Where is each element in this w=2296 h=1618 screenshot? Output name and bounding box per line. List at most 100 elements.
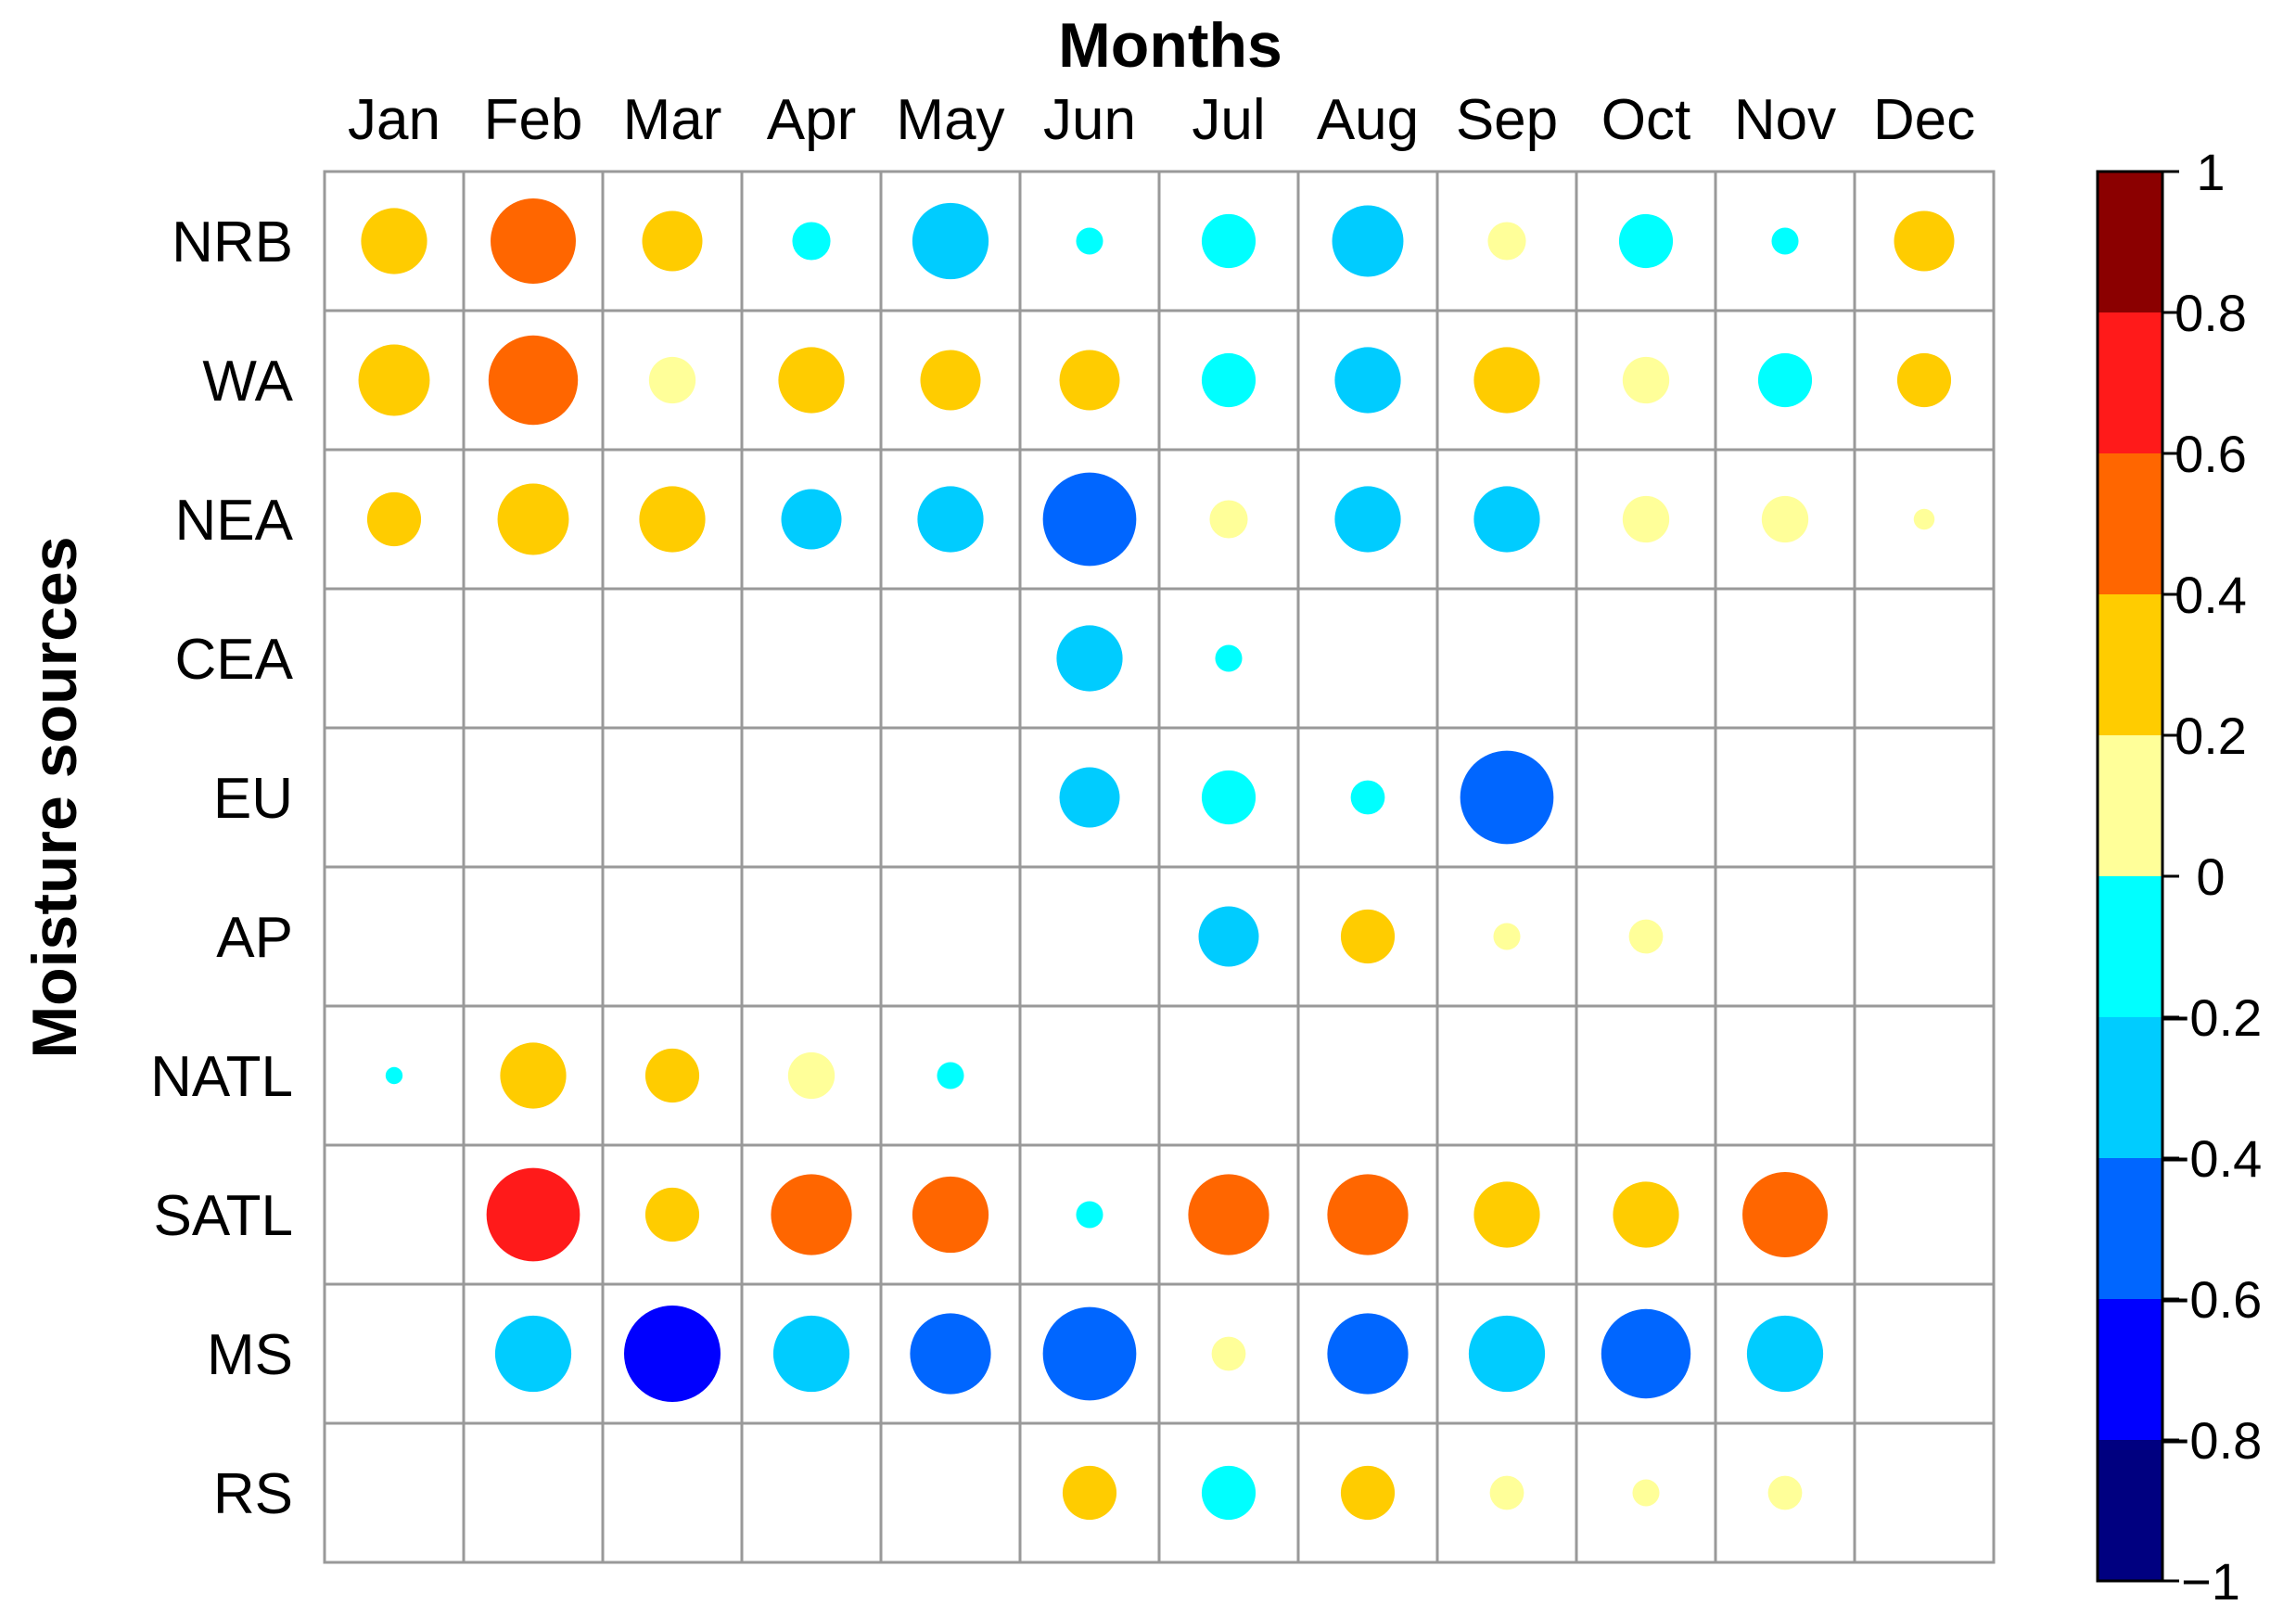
colorbar-tick-label: 0.2 [2175, 707, 2247, 765]
data-circle [1201, 1465, 1256, 1521]
month-label: May [896, 88, 1004, 152]
colorbar-tick-label: −0.8 [2160, 1411, 2263, 1470]
data-circle [1198, 906, 1259, 967]
colorbar-segment [2098, 735, 2162, 876]
colorbar-tick-label: −0.2 [2160, 988, 2263, 1047]
data-circle [1059, 767, 1120, 828]
data-circle [1894, 210, 1955, 272]
data-circle [1211, 1336, 1246, 1371]
data-circle [1913, 508, 1935, 530]
data-circles [358, 198, 1955, 1521]
data-circle [1622, 356, 1670, 404]
source-label: EU [213, 767, 293, 831]
colorbar-tick-label: 0.6 [2175, 425, 2247, 483]
data-circle [385, 1066, 403, 1085]
colorbar-tick-label: −1 [2181, 1552, 2240, 1611]
data-circle [1473, 347, 1540, 414]
data-circle [1761, 495, 1809, 543]
data-circle [1771, 227, 1799, 255]
data-circle [1327, 1174, 1409, 1255]
data-circle [778, 347, 845, 414]
colorbar-tick-label: 0.4 [2175, 566, 2247, 624]
data-circle [1201, 770, 1256, 825]
data-circle [1334, 347, 1401, 414]
month-label: Jul [1192, 88, 1265, 152]
data-circle [1618, 213, 1674, 269]
month-label: Feb [484, 88, 583, 152]
source-label: MS [207, 1323, 293, 1387]
colorbar-segment [2098, 1299, 2162, 1440]
data-circle [1201, 213, 1256, 269]
data-circle [644, 1187, 700, 1242]
data-circle [1487, 222, 1526, 261]
data-circle [920, 350, 981, 411]
data-circle [912, 202, 989, 280]
colorbar-tick-label: 0 [2196, 847, 2225, 906]
data-circle [1332, 205, 1404, 277]
data-circle [792, 222, 831, 261]
source-label: CEA [175, 628, 294, 692]
data-circle [1042, 472, 1137, 567]
data-circle [1062, 1465, 1117, 1521]
colorbar-segment [2098, 594, 2162, 735]
data-circle [1493, 923, 1521, 950]
month-label: Jan [348, 88, 440, 152]
month-label: Nov [1734, 88, 1836, 152]
data-circle [1767, 1475, 1803, 1510]
data-circle [1489, 1475, 1524, 1510]
data-circle [1209, 500, 1248, 539]
data-circle [491, 198, 576, 284]
data-circle [1601, 1308, 1691, 1399]
month-label: Apr [767, 88, 856, 152]
data-circle [1042, 1306, 1137, 1401]
data-circle [1746, 1315, 1824, 1393]
colorbar-segment [2098, 453, 2162, 594]
month-labels: Jan Feb Mar Apr May Jun Jul Aug Sep Oct Nov Dec [348, 88, 1975, 152]
data-circle [1215, 644, 1243, 672]
data-circle [1632, 1479, 1660, 1507]
source-label: SATL [154, 1184, 293, 1248]
data-circle [787, 1051, 835, 1100]
data-circle [917, 486, 984, 553]
data-circle [772, 1315, 850, 1393]
source-label: WA [202, 350, 293, 414]
data-circle [648, 356, 696, 404]
data-circle [937, 1062, 964, 1089]
data-circle [486, 1167, 580, 1262]
colorbar-tick-label: 1 [2196, 143, 2225, 201]
data-circle [912, 1176, 989, 1254]
data-circle [1076, 227, 1103, 255]
source-label: AP [216, 906, 293, 970]
colorbar-segment [2098, 876, 2162, 1017]
data-circle [1628, 919, 1664, 954]
source-label: NEA [175, 489, 294, 553]
data-circle [1742, 1172, 1828, 1257]
colorbar-segment [2098, 1440, 2162, 1581]
source-label: NRB [172, 210, 293, 274]
colorbar: 1 0.8 0.6 0.4 0.2 0 −0.2 −0.4 −0.6 −0.8 −1 [2096, 143, 2263, 1611]
source-labels: NRB WA NEA CEA EU AP NATL SATL MS RS [150, 210, 294, 1526]
colorbar-tick-label: 0.8 [2175, 284, 2247, 342]
data-circle [1613, 1181, 1679, 1248]
data-circle [361, 208, 427, 274]
source-label: RS [213, 1462, 293, 1526]
data-circle [1059, 350, 1120, 411]
data-circle [494, 1315, 572, 1393]
data-circle [1201, 352, 1256, 408]
data-circle [1076, 1201, 1103, 1229]
data-circle [910, 1313, 991, 1395]
data-circle [1350, 780, 1385, 815]
source-label: NATL [150, 1045, 293, 1109]
data-circle [1056, 625, 1123, 692]
colorbar-segment [2098, 1158, 2162, 1299]
data-circle [1460, 750, 1554, 845]
data-circle [1473, 486, 1540, 553]
chart-title: Months [1058, 10, 1282, 81]
data-circle [1622, 495, 1670, 543]
data-circle [1340, 909, 1396, 964]
month-label: Mar [623, 88, 722, 152]
data-circle [771, 1174, 852, 1255]
data-circle [644, 1048, 700, 1103]
colorbar-segment [2098, 1017, 2162, 1158]
